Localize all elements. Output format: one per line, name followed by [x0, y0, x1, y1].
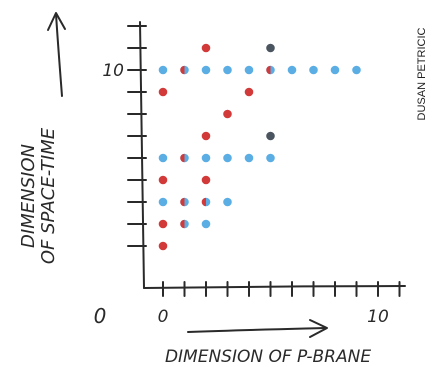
blue-point [330, 65, 340, 75]
blue-point [266, 153, 275, 163]
blue-point [158, 153, 168, 163]
gray-point [266, 131, 275, 141]
red-point [223, 109, 232, 119]
red-point [201, 197, 206, 207]
blue-point [158, 197, 168, 207]
red-point [244, 87, 254, 97]
red-point [158, 175, 168, 185]
y-axis-arrow [55, 13, 63, 97]
blue-point [223, 153, 232, 163]
blue-point [201, 153, 211, 163]
red-point [158, 87, 168, 97]
blue-point [223, 65, 232, 75]
x-axis-arrow [187, 327, 325, 333]
origin-label: 0 [94, 304, 107, 328]
red-point [180, 65, 185, 75]
x-axis-label: DIMENSION OF P-BRANE [165, 347, 371, 367]
red-point [180, 153, 185, 163]
y-axis-label-line1: DIMENSION [18, 144, 39, 248]
blue-point [223, 197, 232, 207]
y-axis-arrow-head [47, 12, 66, 31]
gray-point [266, 43, 275, 53]
red-point [180, 197, 185, 207]
x-tick-label-0: 0 [158, 307, 169, 327]
illustrator-credit: DUSAN PETRICIC [416, 27, 428, 120]
tick-labels: 10 0 10 [102, 61, 388, 327]
red-point [201, 131, 211, 141]
red-point [180, 219, 185, 229]
blue-point [158, 65, 168, 75]
red-point [201, 43, 211, 53]
blue-point [244, 153, 254, 163]
red-point [266, 65, 271, 75]
red-point [158, 241, 168, 251]
y-axis-label-line2: OF SPACE-TIME [38, 127, 59, 264]
y-ticks [127, 25, 147, 247]
blue-point [309, 65, 318, 75]
chart-y-axis [139, 21, 145, 289]
blue-point [244, 65, 254, 75]
chart-x-axis [143, 285, 406, 289]
blue-point [201, 65, 211, 75]
blue-point [352, 65, 361, 75]
red-point [201, 175, 211, 185]
x-axis-arrow-head [309, 319, 328, 338]
x-ticks [162, 281, 401, 297]
blue-point [201, 219, 211, 229]
red-point [158, 219, 168, 229]
blue-point [287, 65, 297, 75]
x-tick-label-10: 10 [367, 307, 389, 327]
data-points [158, 43, 361, 251]
y-tick-label-10: 10 [102, 61, 124, 81]
